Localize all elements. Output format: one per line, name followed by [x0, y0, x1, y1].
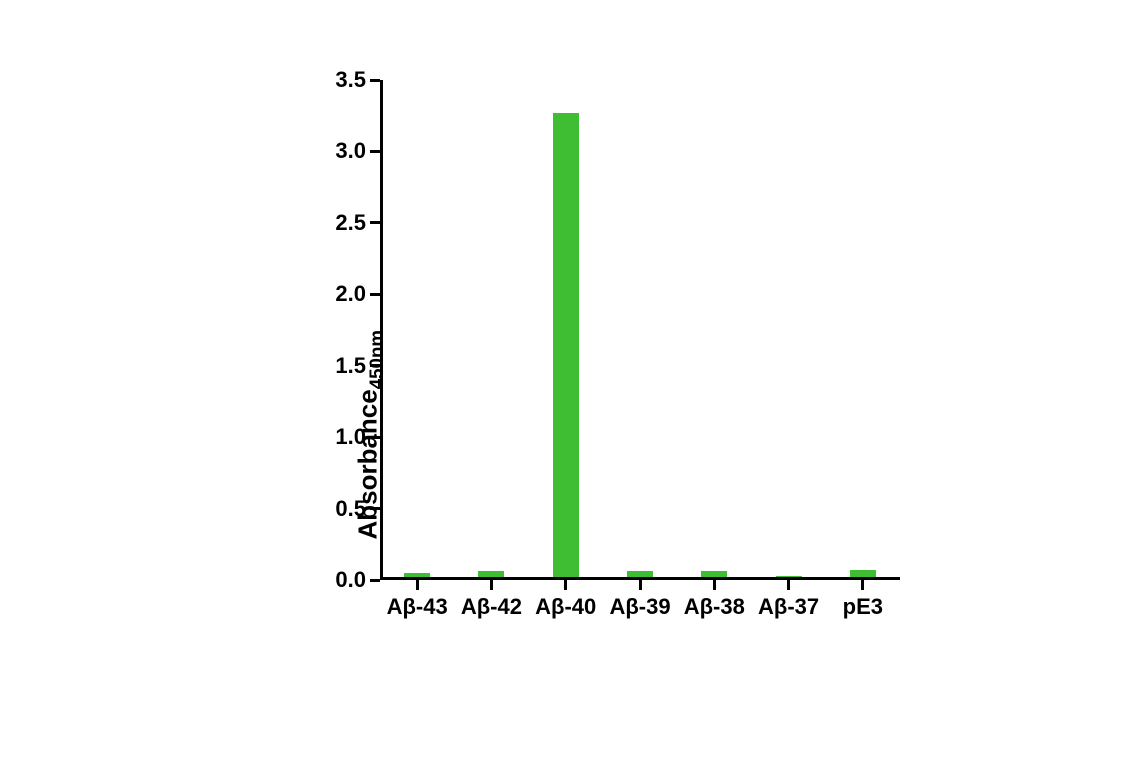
y-tick — [370, 507, 380, 510]
bar-chart: Absorbance450nm 0.00.51.01.52.02.53.03.5… — [310, 80, 910, 640]
x-tick — [639, 580, 642, 590]
y-tick-label: 0.5 — [335, 496, 366, 522]
x-tick — [490, 580, 493, 590]
y-tick-label: 3.0 — [335, 138, 366, 164]
bar — [627, 571, 653, 577]
y-tick — [370, 436, 380, 439]
bar — [478, 571, 504, 577]
x-tick — [787, 580, 790, 590]
x-tick — [713, 580, 716, 590]
bar — [404, 573, 430, 577]
y-tick-label: 0.0 — [335, 567, 366, 593]
bar — [776, 576, 802, 577]
y-tick-label: 2.5 — [335, 210, 366, 236]
x-tick-label: pE3 — [843, 594, 883, 620]
plot-area: Absorbance450nm 0.00.51.01.52.02.53.03.5… — [380, 80, 900, 580]
y-tick — [370, 293, 380, 296]
x-tick — [861, 580, 864, 590]
bar — [553, 113, 579, 577]
x-tick-label: Aβ-37 — [758, 594, 819, 620]
y-tick — [370, 579, 380, 582]
x-tick — [564, 580, 567, 590]
y-tick — [370, 364, 380, 367]
x-tick-label: Aβ-38 — [684, 594, 745, 620]
bar — [850, 570, 876, 577]
x-tick — [416, 580, 419, 590]
y-tick-label: 3.5 — [335, 67, 366, 93]
x-tick-label: Aβ-40 — [535, 594, 596, 620]
bar — [701, 571, 727, 577]
y-tick-label: 2.0 — [335, 281, 366, 307]
x-tick-label: Aβ-39 — [609, 594, 670, 620]
y-tick-label: 1.0 — [335, 424, 366, 450]
y-tick — [370, 79, 380, 82]
y-tick-label: 1.5 — [335, 353, 366, 379]
y-tick — [370, 221, 380, 224]
y-tick — [370, 150, 380, 153]
x-tick-label: Aβ-43 — [387, 594, 448, 620]
x-tick-label: Aβ-42 — [461, 594, 522, 620]
